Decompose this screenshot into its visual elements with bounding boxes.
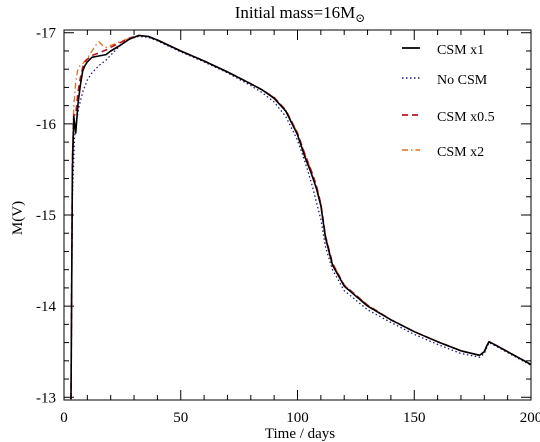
series-line-no-csm (70, 35, 531, 400)
x-tick-label: 100 (286, 410, 309, 426)
x-tick-label: 200 (520, 410, 540, 426)
x-tick-label: 50 (173, 410, 188, 426)
chart-title-text: Initial mass=16M (235, 3, 356, 22)
axis-tick-labels: 0 50 100 150 200 -17 -16 -15 -14 -13 (36, 26, 540, 426)
x-tick-label: 0 (60, 410, 68, 426)
y-tick-label: -15 (36, 208, 56, 224)
y-tick-label: -14 (36, 299, 56, 315)
y-tick-label: -16 (36, 117, 56, 133)
x-tick-label: 150 (403, 410, 426, 426)
legend-label: CSM x2 (437, 145, 484, 160)
y-axis-label: M(V) (10, 201, 26, 235)
series-line-csm-x2 (70, 34, 531, 400)
series-line-csm-x0-5 (70, 34, 531, 400)
axis-ticks (63, 30, 532, 400)
series-line-csm-x1 (70, 34, 531, 400)
chart-title-solar-symbol: ⊙ (355, 11, 365, 25)
series-layer (70, 34, 531, 400)
y-tick-label: -13 (36, 390, 56, 406)
legend-label: CSM x1 (437, 43, 484, 58)
chart-title: Initial mass=16M⊙ (235, 3, 366, 25)
y-tick-label: -17 (36, 26, 56, 42)
legend-label: No CSM (437, 73, 488, 88)
legend-label: CSM x0.5 (437, 110, 495, 125)
legend: CSM x1 No CSM CSM x0.5 CSM x2 (402, 43, 495, 160)
x-axis-label: Time / days (265, 426, 335, 442)
